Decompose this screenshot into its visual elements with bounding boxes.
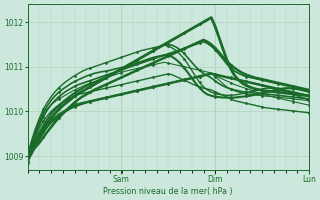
X-axis label: Pression niveau de la mer( hPa ): Pression niveau de la mer( hPa ) [103,187,233,196]
